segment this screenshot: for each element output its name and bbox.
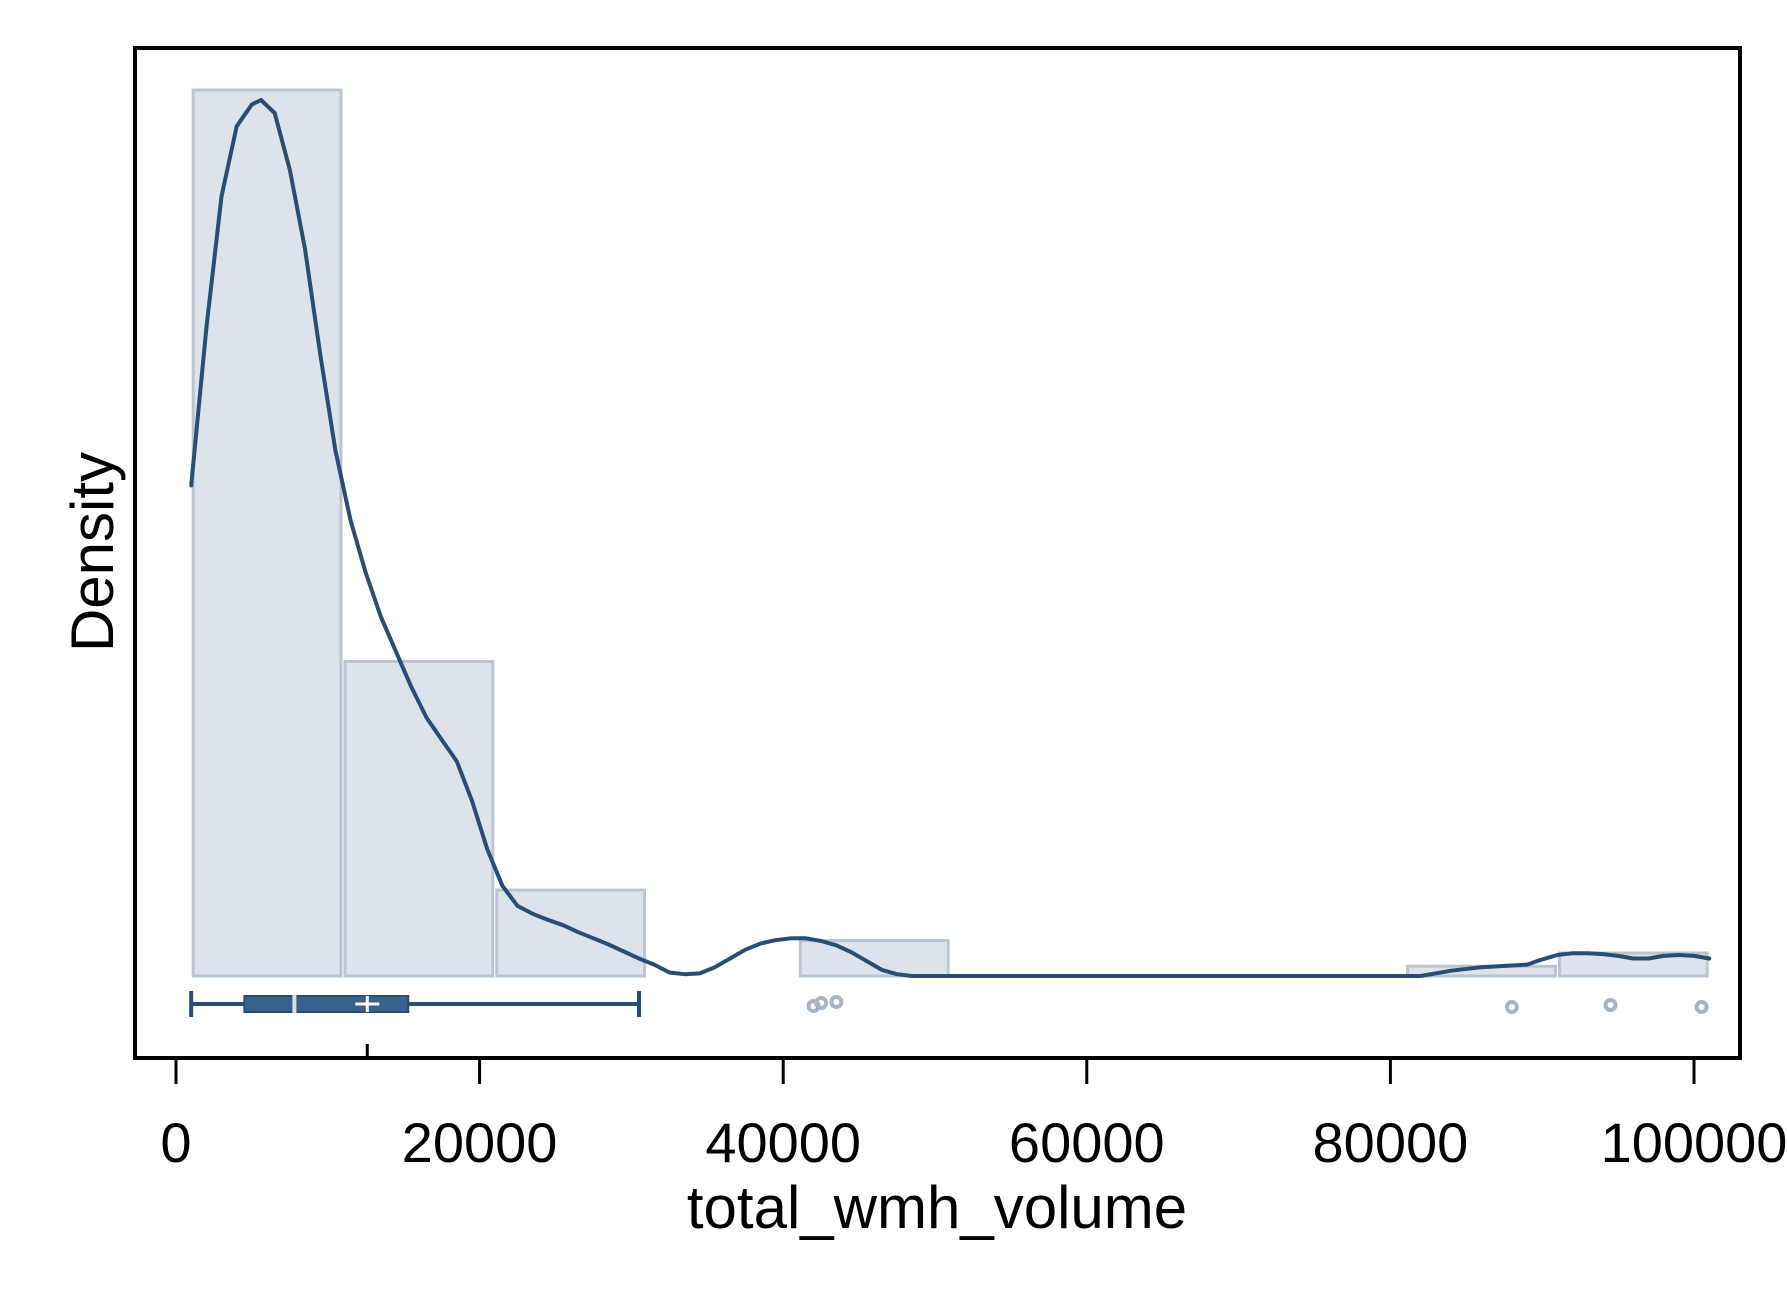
histogram-bar <box>1557 951 1709 978</box>
outlier-point <box>1504 1000 1519 1014</box>
boxplot-outliers <box>806 995 1709 1014</box>
histogram-bar <box>191 88 343 978</box>
x-tick-label: 100000 <box>1601 1111 1787 1174</box>
boxplot <box>189 991 641 1017</box>
outlier-point <box>1694 1000 1709 1014</box>
outlier-point <box>814 996 829 1010</box>
boxplot-iqr-box <box>243 995 410 1013</box>
x-axis: 0 20000 40000 60000 80000 100000 <box>135 1044 1787 1174</box>
x-tick-label: 20000 <box>402 1111 558 1174</box>
x-tick-label: 60000 <box>1009 1111 1165 1174</box>
x-tick-label: 40000 <box>705 1111 861 1174</box>
x-tick-label: 80000 <box>1313 1111 1469 1174</box>
histogram-bar <box>798 939 950 978</box>
histogram-bar <box>343 659 495 978</box>
histogram-bar <box>495 888 647 978</box>
density-curve <box>189 98 1712 978</box>
x-tick-label: 0 <box>160 1111 191 1174</box>
y-axis-title: Density <box>59 452 126 652</box>
outlier-point <box>1603 998 1618 1012</box>
x-axis-title: total_wmh_volume <box>687 1174 1187 1241</box>
outlier-point <box>829 995 844 1009</box>
